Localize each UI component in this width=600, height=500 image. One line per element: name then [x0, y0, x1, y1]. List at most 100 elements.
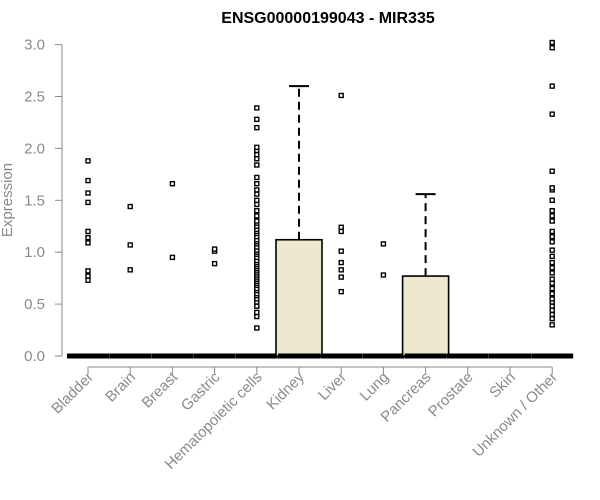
y-tick-label: 3.0 — [24, 37, 45, 54]
y-tick-label: 0.5 — [24, 296, 45, 313]
outlier-point — [254, 218, 260, 224]
outlier-point — [254, 213, 260, 219]
x-tick-label: Lung — [357, 369, 393, 405]
outlier-point — [254, 174, 260, 181]
outlier-point — [338, 228, 344, 235]
box-pancreas — [401, 193, 450, 359]
outlier-point — [549, 207, 555, 214]
outlier-point — [254, 187, 260, 193]
outlier-point — [254, 201, 260, 208]
outlier-point — [549, 285, 555, 292]
outlier-point — [338, 267, 344, 273]
box-rect — [275, 238, 323, 357]
outlier-point — [211, 260, 218, 267]
y-tick-label: 2.0 — [24, 140, 45, 157]
outlier-point — [254, 309, 260, 316]
outlier-point — [549, 228, 555, 235]
outlier-point — [127, 203, 133, 210]
outlier-point — [85, 240, 91, 246]
outlier-point — [549, 253, 555, 260]
outlier-point — [338, 248, 344, 254]
outlier-point — [549, 322, 555, 328]
outlier-point — [254, 207, 260, 214]
outlier-point — [254, 116, 260, 123]
outlier-point — [549, 39, 555, 46]
outlier-point — [169, 254, 176, 261]
outlier-point — [549, 276, 555, 282]
outlier-point — [254, 144, 260, 151]
chart-title: ENSG00000199043 - MIR335 — [221, 10, 435, 27]
outlier-point — [338, 259, 344, 266]
box-kidney — [275, 85, 323, 359]
outlier-point — [85, 199, 91, 206]
outlier-point — [338, 92, 344, 99]
outlier-point — [85, 228, 91, 235]
outlier-point — [549, 307, 555, 314]
box-gastric — [193, 246, 236, 359]
outlier-point — [549, 168, 555, 174]
outlier-point — [549, 311, 555, 318]
outlier-point — [380, 241, 387, 247]
outlier-point — [549, 291, 555, 297]
outlier-point — [254, 105, 260, 111]
outlier-point — [549, 45, 555, 51]
plot-area — [67, 39, 574, 359]
box-bladder — [67, 158, 109, 359]
outlier-point — [85, 273, 91, 279]
x-tick-label: Prostate — [425, 369, 477, 421]
outlier-point — [549, 197, 555, 204]
outlier-point — [549, 218, 555, 224]
outlier-point — [254, 180, 260, 187]
outlier-point — [549, 280, 555, 287]
outlier-point — [254, 325, 260, 331]
outlier-point — [549, 185, 555, 191]
outlier-point — [549, 233, 555, 240]
outlier-point — [127, 242, 133, 248]
outlier-point — [549, 296, 555, 302]
outlier-point — [254, 197, 260, 204]
outlier-point — [549, 83, 555, 89]
y-tick-label: 1.5 — [24, 192, 45, 209]
outlier-point — [211, 246, 218, 252]
outlier-point — [85, 277, 91, 283]
outlier-point — [380, 272, 387, 278]
outlier-point — [85, 268, 91, 274]
y-axis-label: Expression — [0, 163, 16, 237]
outlier-point — [254, 162, 260, 168]
box-rect — [401, 275, 450, 357]
outlier-point — [254, 191, 260, 197]
x-tick-label: Skin — [486, 369, 519, 402]
outlier-point — [85, 158, 91, 164]
box-unknown-other — [531, 39, 574, 359]
y-tick-label: 0.0 — [24, 348, 45, 365]
x-tick-label: Breast — [139, 368, 182, 411]
outlier-point — [549, 270, 555, 276]
outlier-point — [254, 156, 260, 162]
outlier-point — [254, 313, 260, 320]
box-lung — [362, 241, 405, 359]
outlier-point — [549, 111, 555, 117]
outlier-point — [254, 303, 260, 309]
x-tick-label: Brain — [102, 369, 139, 406]
outlier-point — [549, 247, 555, 253]
outlier-point — [338, 224, 344, 230]
box-breast — [151, 180, 194, 359]
outlier-point — [549, 213, 555, 219]
y-tick-label: 1.0 — [24, 244, 45, 261]
outlier-point — [127, 267, 133, 273]
outlier-point — [254, 124, 260, 131]
box-hematopoietic-cells — [235, 105, 278, 359]
outlier-point — [254, 151, 260, 158]
outlier-point — [85, 177, 91, 184]
outlier-point — [85, 234, 91, 241]
outlier-point — [85, 190, 91, 196]
x-tick-label: Bladder — [48, 369, 97, 418]
box-liver — [320, 92, 363, 359]
outlier-point — [549, 259, 555, 266]
y-tick-label: 2.5 — [24, 89, 45, 106]
x-tick-label: Kidney — [263, 368, 308, 413]
outlier-point — [338, 274, 344, 280]
x-tick-label: Liver — [315, 369, 350, 404]
outlier-point — [549, 265, 555, 271]
